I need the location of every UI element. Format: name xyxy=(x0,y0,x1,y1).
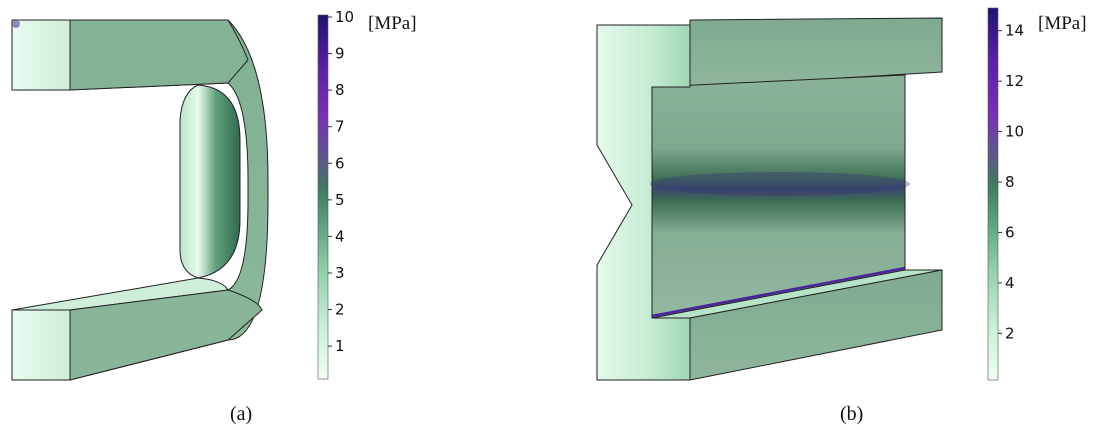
colorbar-b-tick-label: 6 xyxy=(1005,223,1015,241)
colorbar-b-tick-label: 4 xyxy=(1005,274,1015,292)
colorbar-a-gradient xyxy=(317,14,329,380)
colorbar-b-tick-label: 8 xyxy=(1005,173,1015,191)
colorbar-b-gradient xyxy=(987,7,999,381)
colorbar-a-tick-label: 4 xyxy=(335,227,345,245)
caption-a: (a) xyxy=(230,403,252,425)
beam-stress-band xyxy=(650,172,910,196)
colorbar-b: 2 4 6 8 10 12 14 [MPa] xyxy=(987,7,1087,381)
colorbar-a-tick-label: 8 xyxy=(335,81,345,99)
colorbar-b-tick-label: 14 xyxy=(1005,22,1024,40)
colorbar-a-tick-label: 2 xyxy=(335,301,345,319)
colorbar-a-tick-label: 9 xyxy=(335,45,345,63)
colorbar-a-ticks: 1 2 3 4 5 6 7 8 9 10 xyxy=(328,8,354,355)
colorbar-a-tick-label: 3 xyxy=(335,264,345,282)
colorbar-a-tick-label: 7 xyxy=(335,118,345,136)
c-part-inner-curve xyxy=(179,84,241,279)
colorbar-b-tick-label: 2 xyxy=(1005,324,1015,342)
c-part-top-end-face xyxy=(11,19,71,91)
c-part-bottom-end-face xyxy=(11,309,71,381)
c-part-top-arm-side xyxy=(69,19,249,91)
caption-b: (b) xyxy=(840,403,863,425)
colorbar-a-tick-label: 6 xyxy=(335,154,345,172)
colorbar-b-unit: [MPa] xyxy=(1038,13,1087,34)
colorbar-a-tick-label: 1 xyxy=(335,337,345,355)
colorbar-a-tick-label: 10 xyxy=(335,8,354,26)
colorbar-b-ticks: 2 4 6 8 10 12 14 xyxy=(998,22,1024,342)
colorbar-a-tick-label: 5 xyxy=(335,191,345,209)
colorbar-a-unit: [MPa] xyxy=(368,13,417,34)
beam-end-face xyxy=(596,24,691,381)
beam-web-stress-line xyxy=(651,266,906,318)
c-part-bottom-arm-side xyxy=(69,289,263,381)
colorbar-a: 1 2 3 4 5 6 7 8 9 10 [MPa] xyxy=(317,8,417,380)
panel-a-model xyxy=(11,19,269,381)
panel-b-model xyxy=(596,17,943,381)
colorbar-b-tick-label: 10 xyxy=(1005,123,1024,141)
colorbar-b-tick-label: 12 xyxy=(1005,72,1024,90)
c-part-hotspot xyxy=(12,20,20,28)
